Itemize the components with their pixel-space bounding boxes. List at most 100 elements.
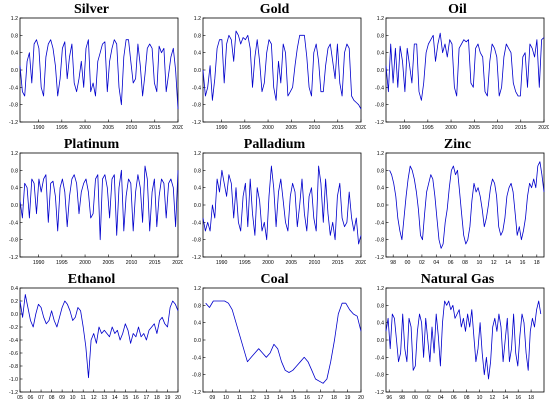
x-tick-label: 12	[491, 260, 497, 266]
x-tick-label: 1995	[239, 260, 251, 266]
chart-panel: Zinc 1.2 0.8 0.4 0.0 -0.4 -0.8 -1.2 98 00 02 04 06 0…	[366, 135, 549, 270]
plot-frame	[19, 287, 179, 393]
chart-plot: 1.2 0.8 0.4 0.0 -0.4 -0.8 -1.2 1990 1995 2000 2005…	[375, 16, 549, 131]
chart-title: Platinum	[63, 137, 120, 152]
chart-plot: 1.2 0.8 0.4 0.0 -0.4 -0.8 -1.296 98 00 02 04 06 08 10…	[375, 286, 545, 401]
chart-panel: Ethanol 0.4 0.2 0.0 -0.2 -0.4 -0.6 -0.8 -1.0 -1.…	[0, 270, 183, 405]
y-tick-label: -1.2	[375, 390, 384, 396]
x-tick-label: 98	[399, 395, 405, 401]
y-tick-label: -1.2	[192, 255, 201, 261]
y-tick-label: 1.2	[11, 151, 18, 157]
x-tick-label: 20	[358, 395, 364, 401]
x-tick-label: 18	[154, 395, 160, 401]
y-tick-label: -0.8	[375, 373, 384, 379]
y-tick-label: 1.2	[194, 151, 201, 157]
chart-panel: Platinum 1.2 0.8 0.4 0.0 -0.4 -0.8 -1.2 1990 199…	[0, 135, 183, 270]
x-tick-label: 1990	[33, 125, 45, 131]
x-tick-label: 09	[59, 395, 65, 401]
chart-title: Palladium	[243, 137, 306, 152]
x-tick-label: 02	[419, 260, 425, 266]
x-tick-label: 2020	[355, 260, 366, 266]
x-tick-label: 1990	[399, 125, 411, 131]
x-tick-label: 2005	[103, 125, 115, 131]
y-tick-label: -0.4	[9, 85, 18, 91]
chart-plot: 1.2 0.8 0.4 0.0 -0.4 -0.8 -1.2 98 00 02 04 06 08 10 12…	[375, 151, 545, 266]
x-tick-label: 2000	[262, 260, 274, 266]
x-tick-label: 96	[386, 395, 392, 401]
x-tick-label: 1995	[422, 125, 434, 131]
x-tick-label: 2010	[309, 260, 321, 266]
x-tick-label: 1995	[239, 125, 251, 131]
x-tick-label: 2015	[149, 260, 161, 266]
y-tick-label: -0.4	[192, 220, 201, 226]
chart-title: Silver	[74, 2, 109, 17]
y-tick-label: 1.2	[194, 16, 201, 22]
x-tick-label: 2010	[492, 125, 504, 131]
x-tick-label: 12	[91, 395, 97, 401]
x-tick-label: 19	[165, 395, 171, 401]
y-tick-label: 0.0	[377, 338, 384, 344]
x-tick-label: 2000	[445, 125, 457, 131]
x-tick-label: 2010	[126, 125, 138, 131]
y-tick-label: -0.6	[9, 351, 18, 357]
y-tick-label: -0.4	[375, 85, 384, 91]
chart-title: Coal	[260, 272, 289, 287]
plot-frame	[202, 287, 362, 393]
chart-title: Zinc	[443, 137, 472, 152]
y-tick-label: 0.8	[11, 168, 18, 174]
plot-frame	[385, 287, 545, 393]
y-tick-label: 0.0	[11, 68, 18, 74]
y-tick-label: -0.4	[9, 338, 18, 344]
x-tick-label: 2000	[79, 260, 91, 266]
y-tick-label: -0.4	[9, 220, 18, 226]
x-tick-label: 16	[133, 395, 139, 401]
y-tick-label: -0.8	[9, 103, 18, 109]
series-line	[19, 39, 179, 110]
y-tick-label: 1.2	[377, 286, 384, 292]
x-tick-label: 12	[250, 395, 256, 401]
y-tick-label: 0.0	[194, 68, 201, 74]
y-tick-label: 0.8	[194, 33, 201, 39]
x-tick-label: 08	[49, 395, 55, 401]
y-tick-label: -1.2	[9, 255, 18, 261]
y-tick-label: 0.4	[11, 286, 18, 292]
x-tick-label: 00	[405, 260, 411, 266]
x-tick-label: 19	[345, 395, 351, 401]
chart-plot: 1.2 0.8 0.4 0.0 -0.4 -0.8 -1.2 09 10 11 12 13 14 15 16…	[192, 286, 364, 401]
y-tick-label: -1.2	[9, 390, 18, 396]
y-tick-label: 0.8	[11, 33, 18, 39]
series-line	[202, 30, 362, 110]
y-tick-label: 0.4	[377, 186, 384, 192]
y-tick-label: 1.2	[377, 151, 384, 157]
x-tick-label: 2005	[286, 125, 298, 131]
y-tick-label: 0.4	[11, 186, 18, 192]
x-tick-label: 2020	[538, 125, 549, 131]
chart-title: Oil	[448, 2, 467, 17]
x-tick-label: 1990	[216, 260, 228, 266]
y-tick-label: 0.0	[194, 203, 201, 209]
x-tick-label: 06	[28, 395, 34, 401]
x-tick-label: 10	[477, 395, 483, 401]
y-tick-label: -0.4	[375, 220, 384, 226]
y-tick-label: 0.4	[377, 321, 384, 327]
chart-plot: 1.2 0.8 0.4 0.0 -0.4 -0.8 -1.2 1990 1995 2000 2005…	[9, 151, 183, 266]
plot-frame	[19, 17, 179, 123]
series-line	[389, 161, 545, 249]
x-tick-label: 04	[433, 260, 439, 266]
y-tick-label: -0.8	[9, 364, 18, 370]
y-tick-label: 0.0	[194, 338, 201, 344]
series-line	[385, 32, 545, 101]
x-tick-label: 10	[476, 260, 482, 266]
chart-panel: Gold 1.2 0.8 0.4 0.0 -0.4 -0.8 -1.2 1990 1995 200…	[183, 0, 366, 135]
x-tick-label: 10	[70, 395, 76, 401]
y-tick-label: -0.8	[375, 238, 384, 244]
x-tick-label: 15	[291, 395, 297, 401]
y-tick-label: 0.4	[194, 321, 201, 327]
y-tick-label: 0.4	[194, 51, 201, 57]
y-tick-label: -0.8	[9, 238, 18, 244]
y-tick-label: -0.8	[192, 373, 201, 379]
chart-title: Gold	[259, 2, 290, 17]
x-tick-label: 1995	[56, 260, 68, 266]
x-tick-label: 00	[412, 395, 418, 401]
